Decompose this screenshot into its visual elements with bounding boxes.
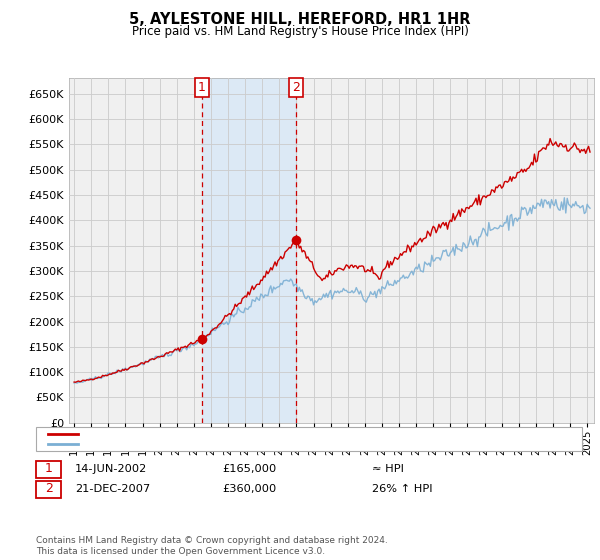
Text: 5, AYLESTONE HILL, HEREFORD, HR1 1HR (detached house): 5, AYLESTONE HILL, HEREFORD, HR1 1HR (de… (84, 429, 412, 439)
Text: ≈ HPI: ≈ HPI (372, 464, 404, 474)
Text: 21-DEC-2007: 21-DEC-2007 (75, 484, 150, 494)
Text: HPI: Average price, detached house, Herefordshire: HPI: Average price, detached house, Here… (84, 439, 361, 449)
Text: 2: 2 (292, 81, 300, 94)
Text: 1: 1 (198, 81, 206, 94)
Text: 1: 1 (44, 462, 53, 475)
Text: 26% ↑ HPI: 26% ↑ HPI (372, 484, 433, 494)
Text: 2: 2 (44, 482, 53, 496)
Text: Price paid vs. HM Land Registry's House Price Index (HPI): Price paid vs. HM Land Registry's House … (131, 25, 469, 38)
Text: 14-JUN-2002: 14-JUN-2002 (75, 464, 147, 474)
Text: £165,000: £165,000 (222, 464, 276, 474)
Text: £360,000: £360,000 (222, 484, 276, 494)
Bar (202, 78, 296, 423)
Text: Contains HM Land Registry data © Crown copyright and database right 2024.
This d: Contains HM Land Registry data © Crown c… (36, 536, 388, 556)
Text: 5, AYLESTONE HILL, HEREFORD, HR1 1HR: 5, AYLESTONE HILL, HEREFORD, HR1 1HR (129, 12, 471, 27)
